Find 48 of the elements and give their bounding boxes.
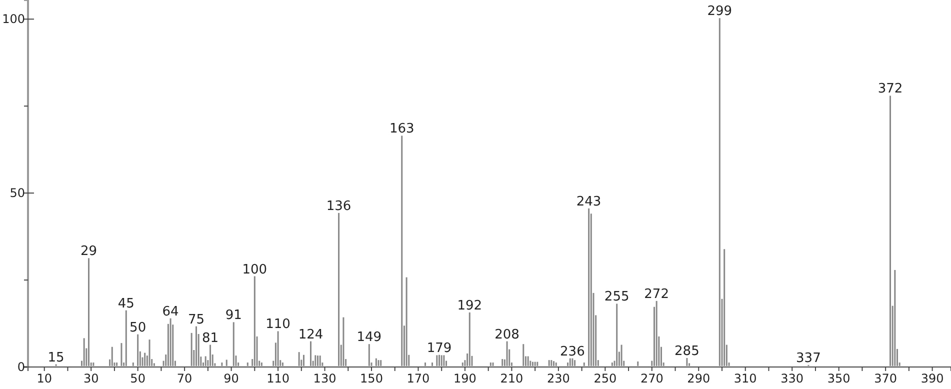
- x-tick-label: 110: [266, 372, 290, 386]
- y-tick-label: 50: [10, 186, 25, 200]
- annotation: 64: [162, 304, 179, 320]
- annotation: 179: [426, 340, 452, 356]
- annotation: 255: [604, 290, 630, 305]
- annotation: 45: [118, 296, 134, 312]
- x-tick-label: 90: [224, 372, 239, 386]
- annotation: 149: [356, 330, 382, 346]
- x-tick-label: 10: [36, 372, 52, 386]
- annotation: 81: [202, 330, 219, 346]
- x-tick-label: 290: [687, 372, 710, 386]
- annotation: 100: [242, 262, 268, 278]
- x-tick-label: 70: [176, 372, 192, 386]
- y-tick-label: 0: [17, 360, 25, 374]
- x-tick-label: 210: [500, 372, 524, 386]
- annotation: 372: [878, 82, 903, 97]
- annotation: 110: [266, 317, 290, 332]
- x-tick-label: 190: [454, 372, 476, 386]
- x-tick-label: 130: [313, 372, 336, 386]
- annotation: 29: [80, 244, 98, 260]
- x-tick-label: 150: [360, 372, 383, 386]
- annotation: 91: [225, 308, 242, 324]
- annotation: 136: [326, 198, 352, 214]
- annotation: 50: [130, 320, 146, 336]
- x-tick-label: 270: [640, 372, 664, 386]
- x-tick-label: 390: [920, 372, 944, 386]
- annotation: 192: [457, 298, 482, 314]
- x-tick-label: 350: [827, 372, 850, 386]
- x-tick-label: 230: [546, 372, 570, 386]
- annotation: 163: [389, 122, 414, 137]
- x-tick-label: 250: [594, 372, 617, 386]
- x-tick-label: 370: [874, 372, 898, 386]
- x-tick-label: 170: [406, 372, 430, 386]
- x-tick-label: 330: [780, 372, 804, 386]
- y-tick-label: 100: [2, 12, 25, 26]
- annotation: 285: [674, 344, 700, 359]
- x-tick-label: 30: [83, 372, 99, 386]
- annotation: 272: [644, 286, 669, 302]
- x-tick-label: 310: [734, 372, 757, 386]
- annotation: 243: [576, 194, 602, 210]
- annotation: 208: [494, 327, 520, 342]
- annotation: 15: [48, 350, 64, 366]
- annotation: 124: [298, 327, 324, 342]
- annotation: 236: [560, 344, 585, 360]
- annotation: 337: [796, 350, 821, 366]
- annotation: 299: [707, 4, 732, 20]
- annotation: 75: [188, 312, 205, 328]
- x-tick-label: 50: [130, 372, 146, 386]
